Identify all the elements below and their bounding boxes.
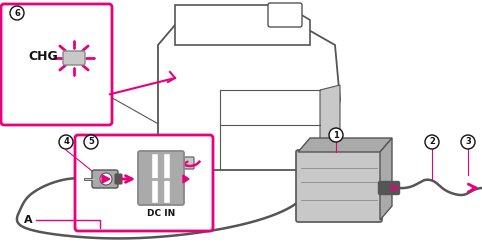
Polygon shape xyxy=(320,85,340,170)
Polygon shape xyxy=(380,138,392,220)
Polygon shape xyxy=(298,138,392,152)
FancyBboxPatch shape xyxy=(296,150,382,222)
FancyBboxPatch shape xyxy=(63,51,85,65)
Text: 2: 2 xyxy=(429,138,435,146)
Circle shape xyxy=(59,135,73,149)
FancyBboxPatch shape xyxy=(115,174,122,184)
Circle shape xyxy=(425,135,439,149)
Circle shape xyxy=(10,6,24,20)
Polygon shape xyxy=(175,5,310,45)
Text: 6: 6 xyxy=(14,8,20,18)
FancyBboxPatch shape xyxy=(92,170,118,188)
FancyBboxPatch shape xyxy=(75,135,213,231)
Text: 4: 4 xyxy=(63,138,69,146)
Polygon shape xyxy=(183,175,189,183)
FancyBboxPatch shape xyxy=(1,4,112,125)
FancyBboxPatch shape xyxy=(268,3,302,27)
Polygon shape xyxy=(102,175,110,183)
Circle shape xyxy=(100,173,112,185)
Circle shape xyxy=(84,135,98,149)
Circle shape xyxy=(461,135,475,149)
FancyBboxPatch shape xyxy=(177,157,194,169)
Text: CHG: CHG xyxy=(28,50,58,64)
Text: 5: 5 xyxy=(88,138,94,146)
FancyBboxPatch shape xyxy=(138,151,184,205)
Circle shape xyxy=(329,128,343,142)
Polygon shape xyxy=(158,25,340,170)
Text: 1: 1 xyxy=(333,130,339,140)
FancyBboxPatch shape xyxy=(378,182,400,194)
Text: 3: 3 xyxy=(465,138,471,146)
Text: DC IN: DC IN xyxy=(147,210,175,218)
Text: A: A xyxy=(24,215,32,225)
